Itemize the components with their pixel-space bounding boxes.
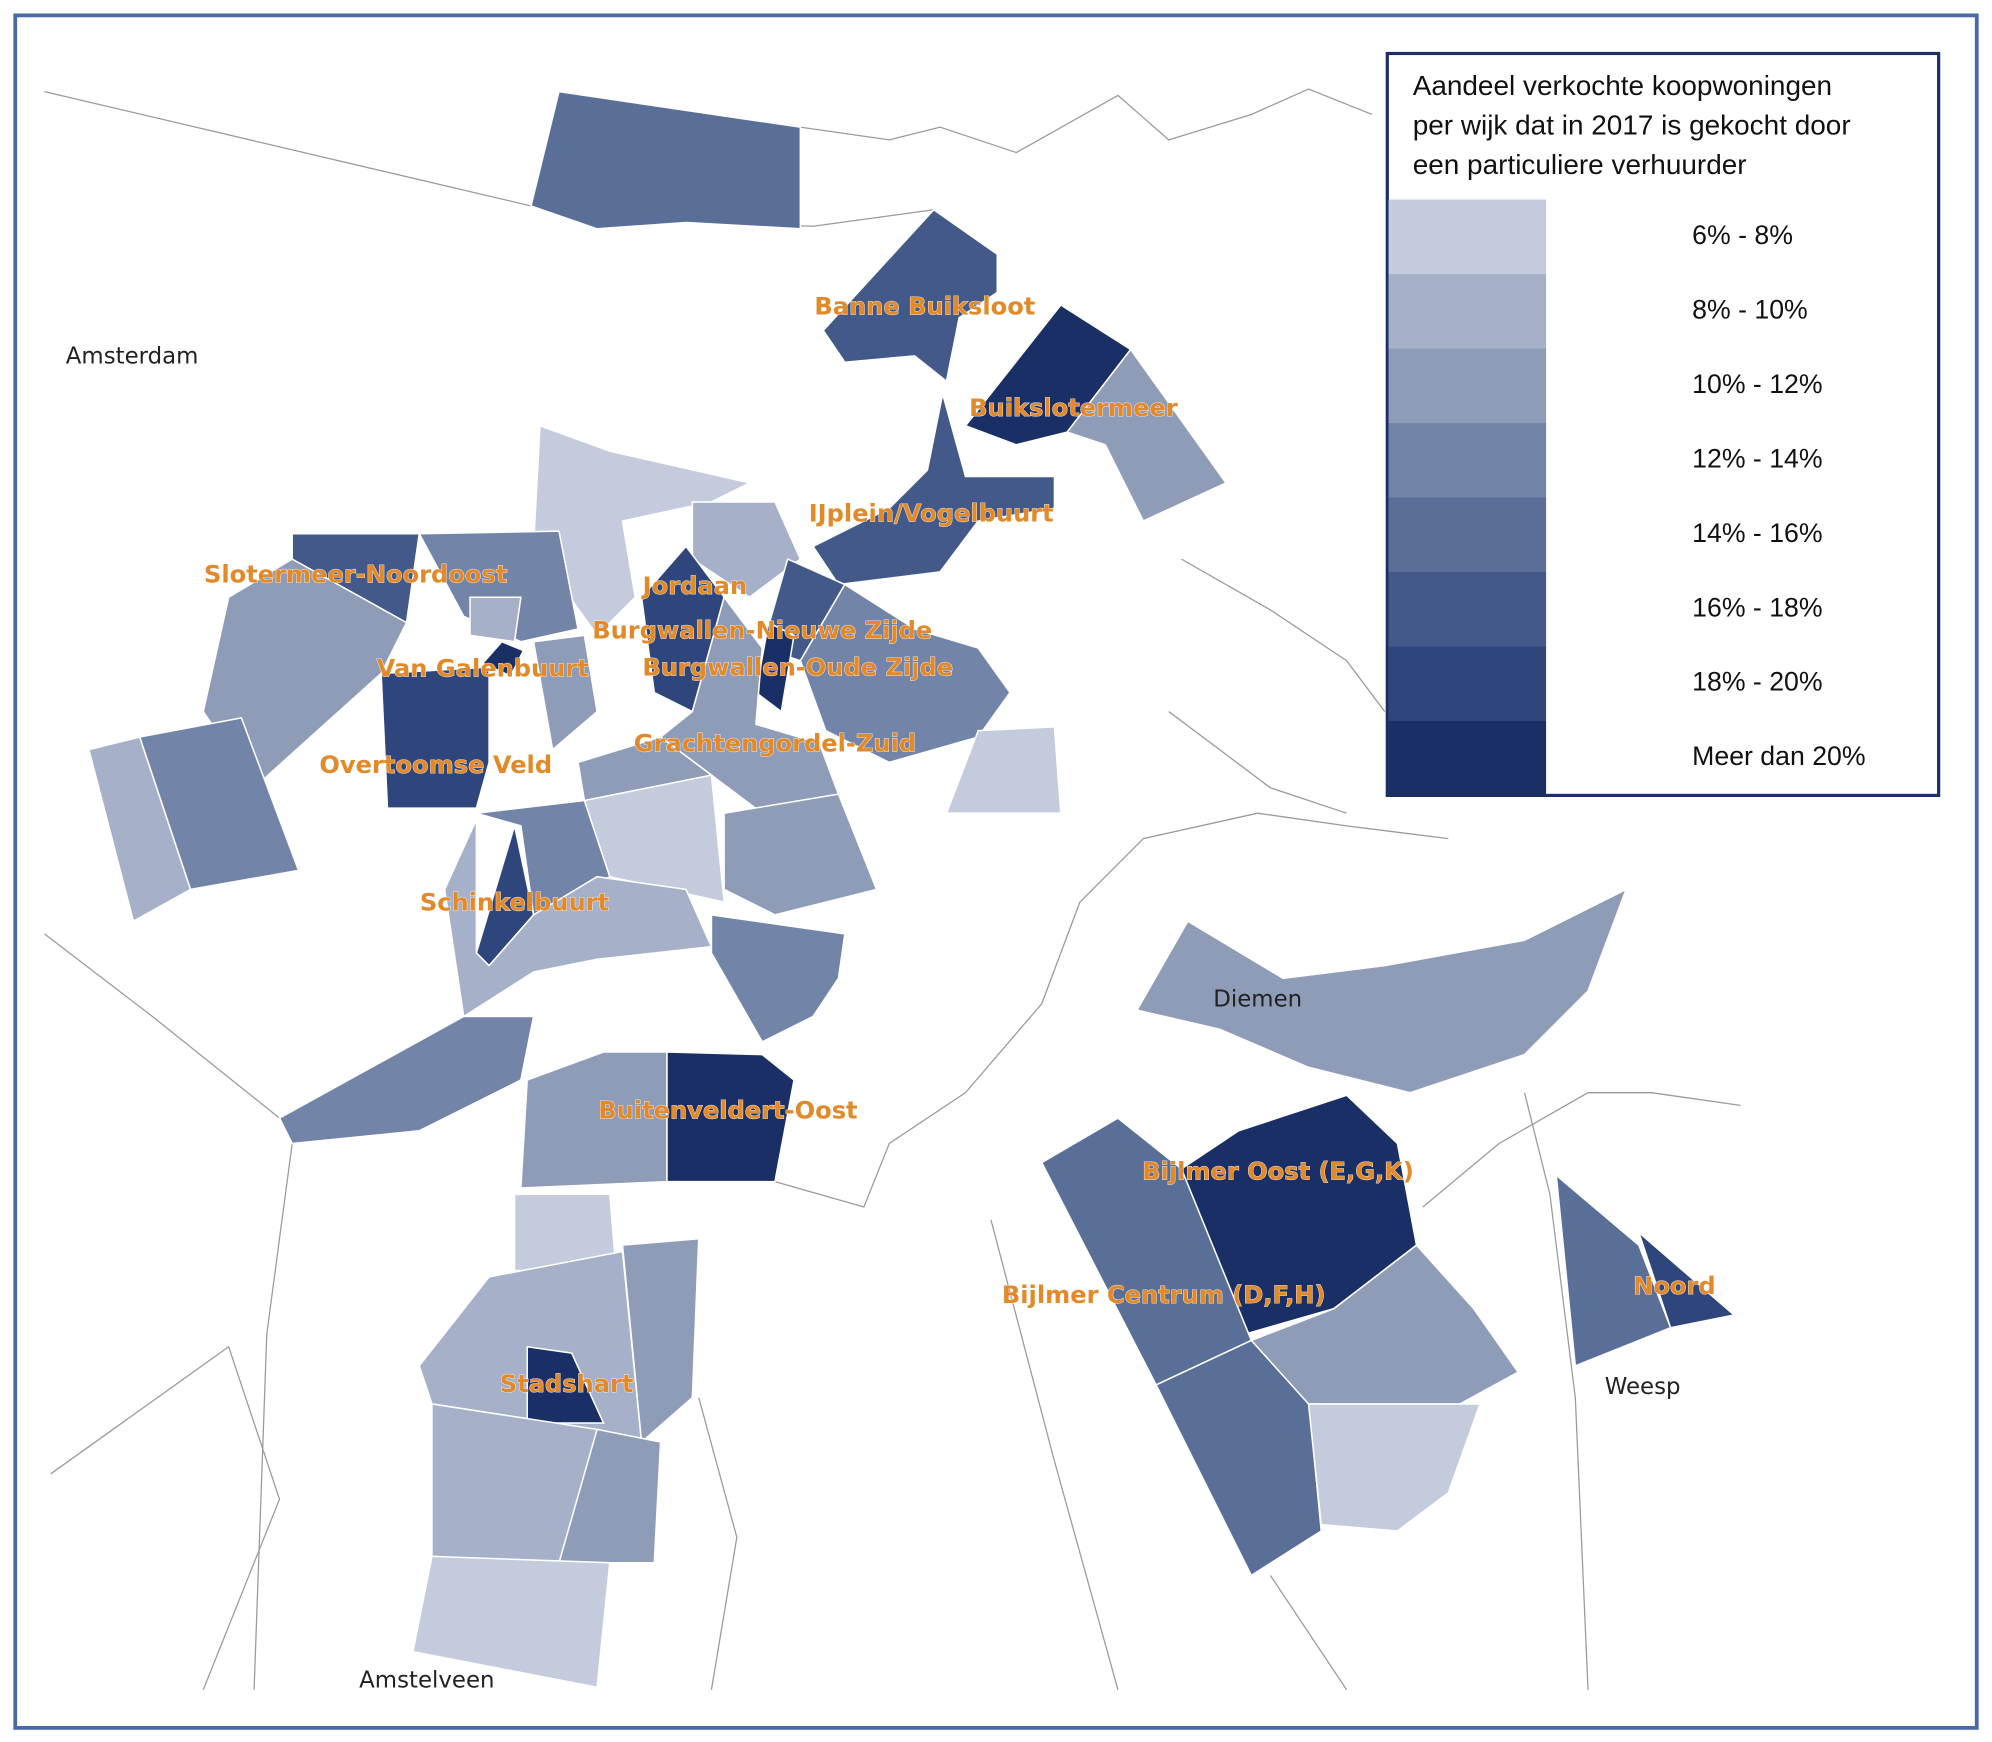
region <box>621 1237 700 1444</box>
region <box>723 793 878 916</box>
legend-label: 18% - 20% <box>1692 667 1822 697</box>
region <box>811 393 1056 586</box>
legend-swatch <box>1388 348 1547 424</box>
legend-label: 10% - 12% <box>1692 369 1822 399</box>
region <box>557 1428 662 1564</box>
region <box>443 819 713 1018</box>
district-label: Bijlmer Centrum (D,F,H) <box>1002 1281 1326 1309</box>
district-label: Schinkelbuurt <box>420 888 609 916</box>
district-label: Grachtengordel-Zuid <box>634 730 916 758</box>
district-label: Banne Buiksloot <box>814 293 1035 321</box>
place-label: Amstelveen <box>359 1667 494 1693</box>
region <box>1135 887 1628 1094</box>
region <box>138 717 300 891</box>
region <box>1307 1403 1482 1532</box>
region <box>530 90 802 230</box>
boundaries <box>44 88 1741 1691</box>
district-label: Noord <box>1633 1272 1716 1300</box>
legend-label: 8% - 10% <box>1692 294 1808 324</box>
district-label: Jordaan <box>641 572 747 600</box>
legend-label: 6% - 8% <box>1692 220 1793 250</box>
region <box>1040 1117 1253 1386</box>
region <box>469 596 522 643</box>
region <box>577 736 714 802</box>
legend-title: per wijk dat in 2017 is gekocht door <box>1413 110 1851 141</box>
legend-swatch <box>1388 646 1547 722</box>
region <box>964 304 1132 446</box>
legend-swatch <box>1388 199 1547 275</box>
region <box>278 1015 535 1145</box>
legend-title: Aandeel verkochte koopwoningen <box>1413 70 1832 101</box>
region <box>710 913 846 1043</box>
legend-label: 14% - 16% <box>1692 518 1822 548</box>
district-label: Buikslotermeer <box>969 394 1178 422</box>
district-label: Burgwallen-Nieuwe Zijde <box>592 617 932 645</box>
place-label: Amsterdam <box>66 344 199 370</box>
places: Amsterdam Diemen Amstelveen Weesp <box>66 344 1681 1694</box>
legend-title: een particuliere verhuurder <box>1413 149 1747 180</box>
legend-swatch <box>1388 720 1547 797</box>
region <box>1637 1230 1736 1329</box>
legend-swatch <box>1388 274 1547 350</box>
region <box>526 1345 605 1424</box>
legend-label: Meer dan 20% <box>1692 741 1865 771</box>
district-label: Slotermeer-Noordoost <box>204 561 507 589</box>
legend: Aandeel verkochte koopwoningen per wijk … <box>1385 51 1941 797</box>
region <box>380 666 490 809</box>
district-label: Buitenveldert-Oost <box>598 1097 857 1125</box>
district-labels: Banne Buiksloot Buikslotermeer IJplein/V… <box>204 292 1716 1398</box>
legend-swatch <box>1388 571 1547 648</box>
region <box>532 634 598 752</box>
district-label: Bijlmer Oost (E,G,K) <box>1142 1158 1414 1186</box>
region <box>666 1051 795 1183</box>
place-label: Diemen <box>1213 986 1302 1012</box>
district-label: Stadshart <box>500 1370 634 1398</box>
region <box>691 501 802 599</box>
district-label: Van Galenbuurt <box>377 655 589 683</box>
district-label: Burgwallen-Oude Zijde <box>642 653 953 681</box>
legend-label: 12% - 14% <box>1692 443 1822 473</box>
region <box>945 726 1062 814</box>
region <box>417 530 579 643</box>
legend-swatch <box>1388 497 1547 573</box>
place-label: Weesp <box>1605 1374 1681 1400</box>
legend-swatch <box>1388 423 1547 499</box>
region <box>822 208 999 383</box>
region <box>481 640 525 677</box>
region <box>1065 348 1228 523</box>
regions <box>87 90 1736 1689</box>
district-label: Overtoomse Veld <box>319 751 552 779</box>
region <box>411 1555 611 1689</box>
legend-label: 16% - 18% <box>1692 592 1822 622</box>
district-label: IJplein/Vogelbuurt <box>809 500 1054 528</box>
